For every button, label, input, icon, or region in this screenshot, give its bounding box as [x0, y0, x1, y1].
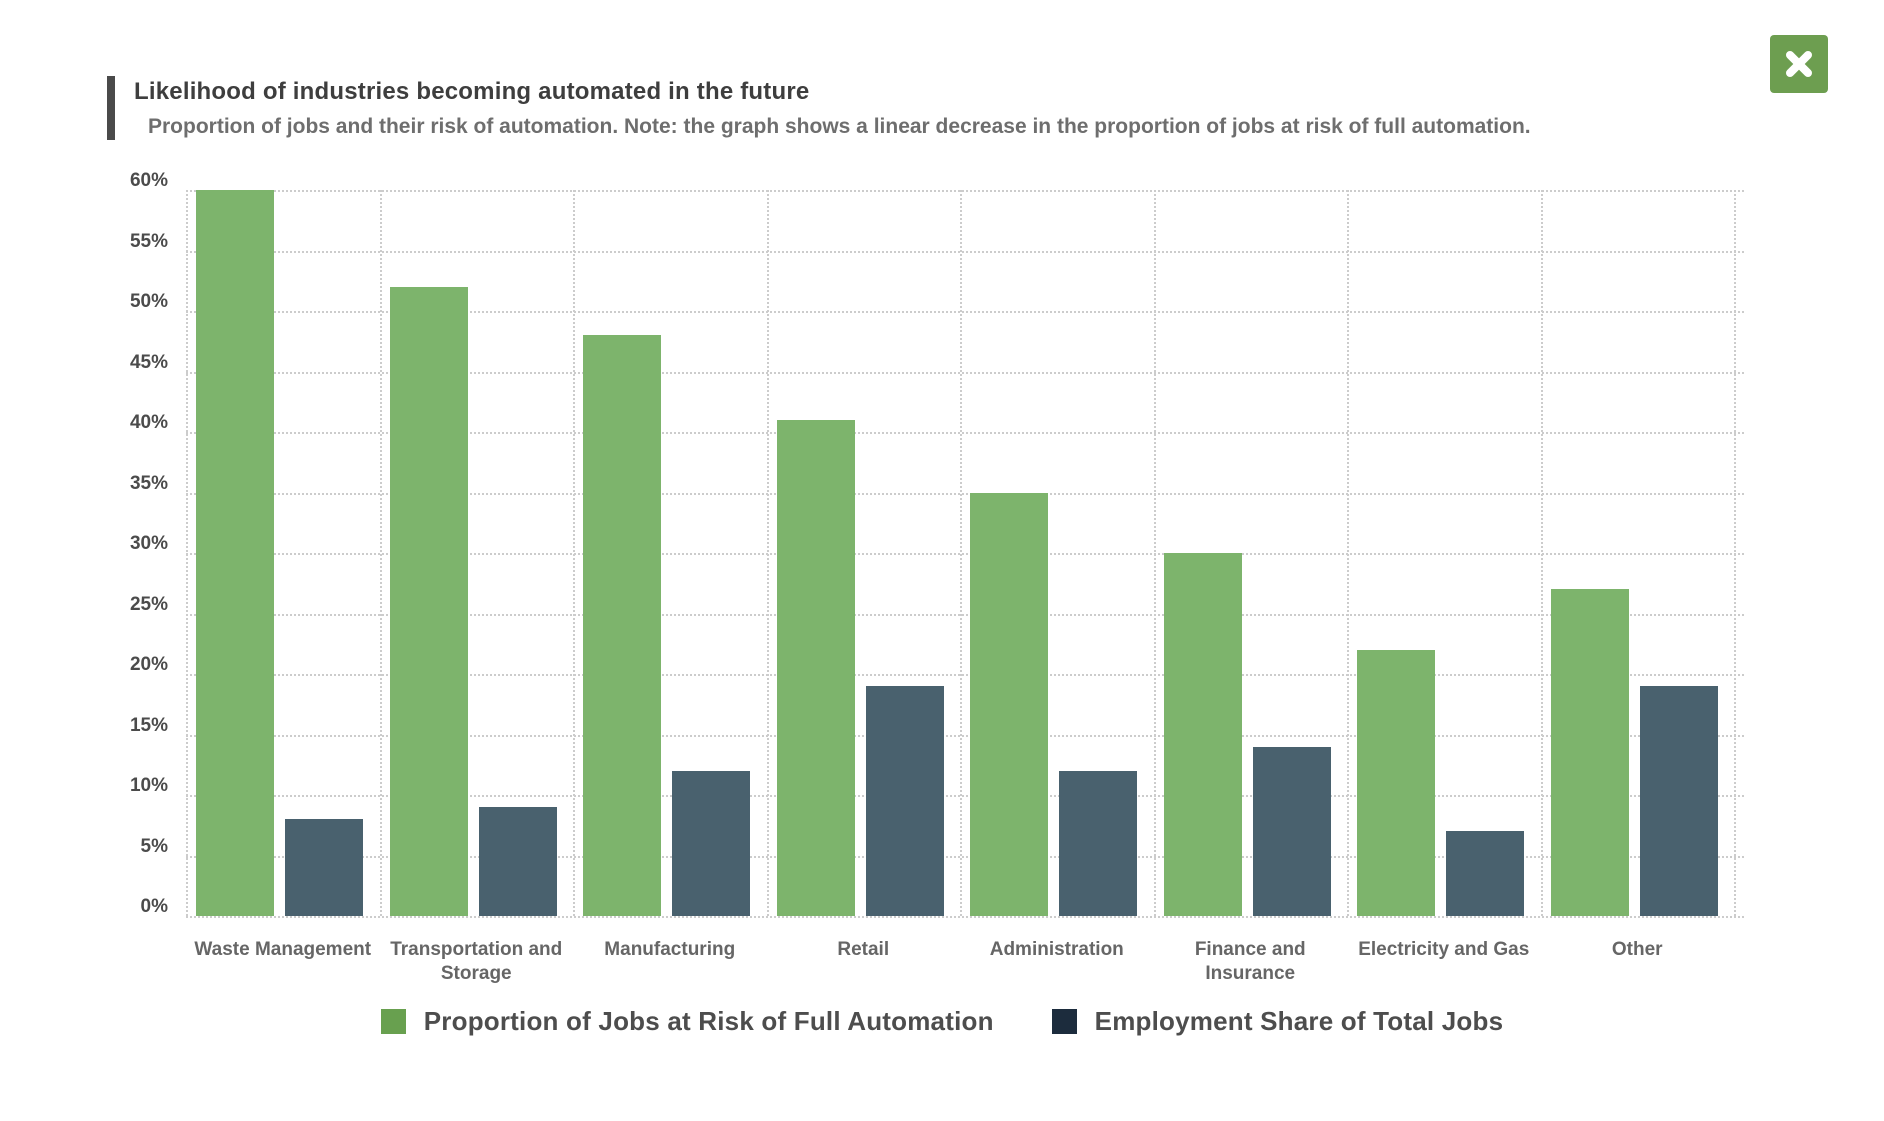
y-tick-label-0: 0% — [140, 896, 168, 917]
x-category-label-electricity-and-gas: Electricity and Gas — [1358, 939, 1530, 960]
legend-label-proportion-of-jobs-at-risk-of-full-automation: Proportion of Jobs at Risk of Full Autom… — [423, 1006, 994, 1036]
bar-administration-proportion-of-jobs-at-risk-of-full-automation — [970, 492, 1048, 916]
x-category-label-waste-management: Waste Management — [194, 939, 372, 960]
bar-retail-proportion-of-jobs-at-risk-of-full-automation — [776, 419, 855, 916]
legend-swatch-employment-share-of-total-jobs — [1051, 1009, 1077, 1034]
y-tick-label-20: 20% — [129, 654, 168, 675]
x-category-label-retail: Retail — [837, 939, 890, 960]
y-tick-label-60: 60% — [129, 170, 168, 191]
bar-other-proportion-of-jobs-at-risk-of-full-automation — [1550, 589, 1629, 916]
x-category-label-transportation-and-storage: Transportation and Storage — [390, 939, 563, 984]
gridline-h-30 — [186, 553, 1744, 555]
close-button[interactable] — [1770, 35, 1828, 93]
gridline-h-40 — [186, 432, 1744, 434]
title-accent-bar — [107, 76, 115, 140]
bar-manufacturing-employment-share-of-total-jobs — [672, 770, 750, 916]
gridline-v-2 — [573, 190, 575, 916]
plot-wrap: 0% 5% 10% 15% 20% 25% 30% 35% 40% 45% 50% 55% 60% — [130, 170, 1744, 918]
category-cell-transportation-and-storage — [380, 190, 574, 916]
gridline-h-10 — [186, 795, 1744, 797]
bar-manufacturing-proportion-of-jobs-at-risk-of-full-automation — [583, 335, 661, 916]
bar-electricity-and-gas-proportion-of-jobs-at-risk-of-full-automation — [1357, 649, 1435, 916]
y-tick-label-10: 10% — [129, 775, 168, 796]
x-axis-labels: Waste Management Transportation and Stora… — [186, 938, 1734, 986]
gridline-h-5 — [186, 855, 1744, 858]
bar-transportation-and-storage-proportion-of-jobs-at-risk-of-full-automation — [389, 286, 468, 916]
close-icon — [1784, 49, 1814, 79]
category-cell-manufacturing — [573, 190, 767, 916]
chart-subtitle: Proportion of jobs and their risk of aut… — [148, 115, 1531, 138]
gridline-h-15 — [186, 734, 1744, 737]
category-cell-administration — [960, 190, 1154, 916]
gridline-v-6 — [1347, 190, 1349, 916]
bar-retail-employment-share-of-total-jobs — [865, 686, 944, 916]
gridline-h-0 — [186, 916, 1744, 918]
x-category-label-manufacturing: Manufacturing — [604, 939, 736, 960]
y-tick-label-5: 5% — [140, 835, 168, 857]
y-tick-label-45: 45% — [129, 351, 168, 373]
legend-swatch-proportion-of-jobs-at-risk-of-full-automation — [380, 1009, 406, 1034]
gridline-v-3 — [766, 190, 769, 916]
bar-other-employment-share-of-total-jobs — [1639, 686, 1718, 916]
bar-finance-and-insurance-employment-share-of-total-jobs — [1252, 746, 1331, 916]
bar-transportation-and-storage-employment-share-of-total-jobs — [478, 807, 557, 916]
y-tick-label-40: 40% — [129, 412, 168, 433]
chart-title: Likelihood of industries becoming automa… — [134, 78, 810, 105]
y-tick-label-55: 55% — [129, 230, 168, 252]
gridline-h-50 — [186, 311, 1744, 313]
category-cell-retail — [767, 190, 961, 916]
x-category-label-finance-and-insurance: Finance and Insurance — [1194, 939, 1306, 984]
category-cell-waste-management — [186, 190, 380, 916]
y-tick-label-50: 50% — [129, 291, 168, 312]
x-category-label-other: Other — [1611, 939, 1663, 960]
gridline-v-5 — [1153, 190, 1156, 916]
y-tick-label-30: 30% — [129, 533, 168, 554]
chart-header: Likelihood of industries becoming automa… — [107, 76, 1531, 140]
plot-area: 0% 5% 10% 15% 20% 25% 30% 35% 40% 45% 50% 55% 60% — [130, 170, 1744, 918]
chart-legend: Proportion of Jobs at Risk of Full Autom… — [0, 1006, 1884, 1037]
legend-item-proportion-of-jobs-at-risk-of-full-automation: Proportion of Jobs at Risk of Full Autom… — [380, 1006, 994, 1037]
gridline-h-55 — [186, 250, 1744, 253]
gridline-v-8 — [1734, 190, 1736, 916]
legend-item-employment-share-of-total-jobs: Employment Share of Total Jobs — [1051, 1006, 1504, 1037]
gridline-h-60 — [186, 190, 1744, 192]
gridline-h-35 — [186, 492, 1744, 495]
bar-waste-management-employment-share-of-total-jobs — [285, 819, 363, 916]
bar-administration-employment-share-of-total-jobs — [1059, 770, 1137, 916]
bar-waste-management-proportion-of-jobs-at-risk-of-full-automation — [196, 190, 274, 916]
category-cell-other — [1541, 190, 1735, 916]
y-tick-label-35: 35% — [129, 472, 168, 494]
gridline-v-7 — [1540, 190, 1543, 916]
bar-electricity-and-gas-employment-share-of-total-jobs — [1446, 831, 1524, 916]
bar-finance-and-insurance-proportion-of-jobs-at-risk-of-full-automation — [1163, 553, 1242, 916]
category-cell-electricity-and-gas — [1347, 190, 1541, 916]
x-category-label-administration: Administration — [989, 939, 1124, 960]
gridline-h-25 — [186, 613, 1744, 616]
legend-label-employment-share-of-total-jobs: Employment Share of Total Jobs — [1094, 1006, 1504, 1036]
gridline-h-45 — [186, 371, 1744, 374]
gridline-v-4 — [960, 190, 962, 916]
gridline-v-1 — [379, 190, 382, 916]
gridline-v-0 — [186, 190, 188, 916]
gridline-h-20 — [186, 674, 1744, 676]
category-cell-finance-and-insurance — [1154, 190, 1348, 916]
y-tick-label-25: 25% — [129, 593, 168, 615]
y-tick-label-15: 15% — [129, 714, 168, 736]
